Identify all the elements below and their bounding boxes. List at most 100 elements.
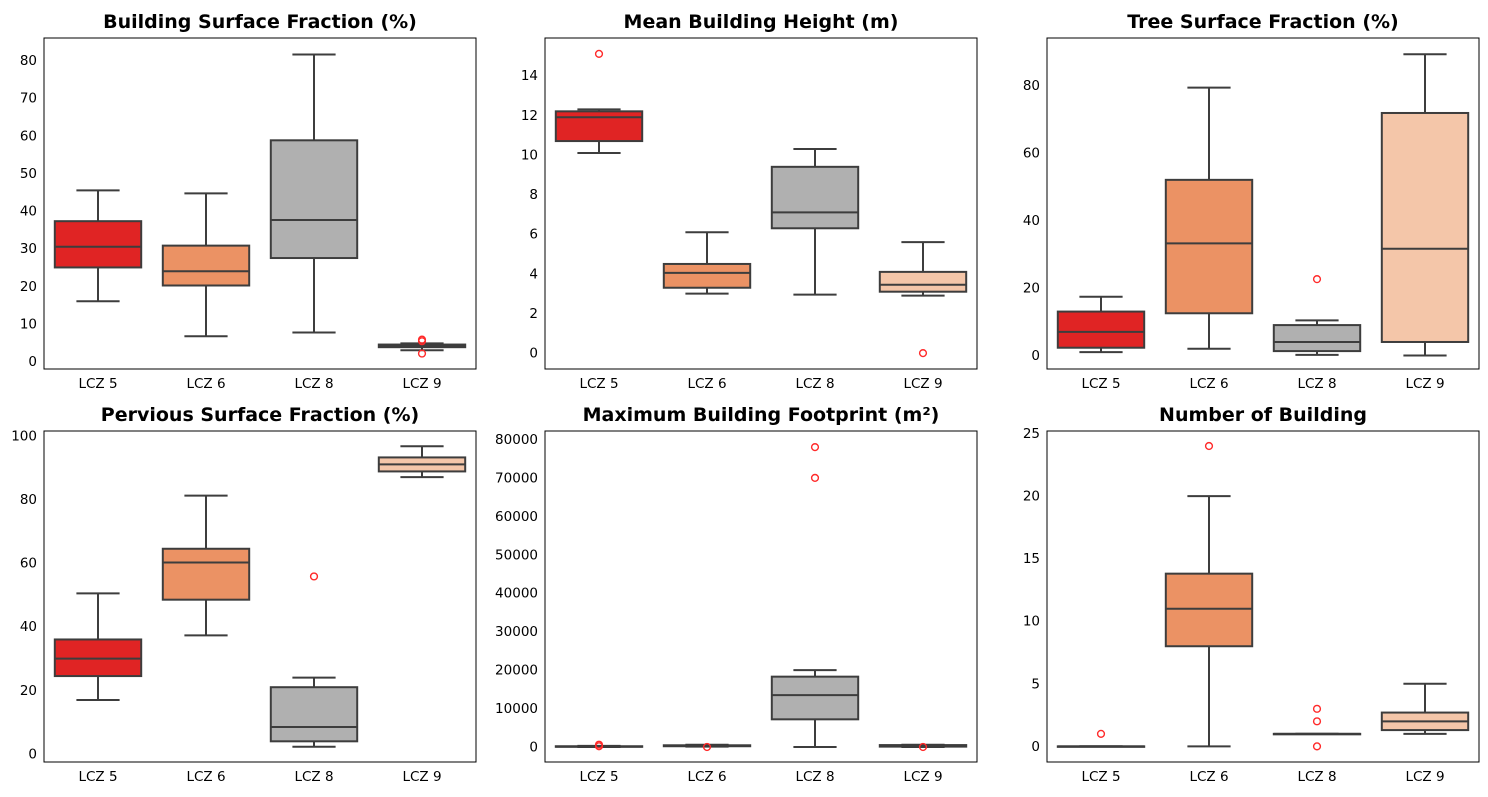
box-lcz-5 (1056, 295, 1146, 354)
chart-title: Maximum Building Footprint (m²) (583, 404, 940, 426)
box-lcz-9 (377, 445, 467, 479)
x-tick-label: LCZ 8 (294, 769, 333, 785)
outlier-point (417, 349, 427, 358)
x-tick-label: LCZ 8 (294, 376, 333, 392)
y-tick-label: 60000 (495, 509, 538, 525)
box-lcz-6 (1164, 441, 1254, 748)
y-tick-label: 0 (529, 346, 538, 362)
y-tick-label: 60 (20, 556, 37, 572)
x-tick-label: LCZ 6 (186, 376, 225, 392)
box-iqr (554, 110, 644, 143)
y-tick-label: 10 (521, 147, 538, 163)
x-tick-label: LCZ 6 (1189, 769, 1228, 785)
y-tick-label: 100 (11, 428, 37, 444)
chart-title: Tree Surface Fraction (%) (1127, 11, 1398, 33)
x-tick-label: LCZ 6 (687, 376, 726, 392)
box-lcz-5 (554, 49, 644, 154)
x-tick-label: LCZ 9 (903, 769, 942, 785)
outlier-point (594, 742, 604, 751)
chart-title: Number of Building (1159, 404, 1367, 426)
outlier-point (1312, 742, 1322, 751)
chart-title: Pervious Surface Fraction (%) (101, 404, 419, 426)
outlier-point (1312, 717, 1322, 726)
box-lcz-6 (662, 742, 752, 752)
box-iqr (53, 220, 143, 269)
y-tick-label: 15 (1023, 551, 1040, 567)
box-iqr (161, 244, 251, 287)
y-tick-label: 30000 (495, 624, 538, 640)
y-tick-label: 12 (521, 108, 538, 124)
chart-panel-2: Mean Building Height (m) 0 2 4 6 8 10 12 14 LCZ 5… (521, 11, 978, 392)
x-tick-label: LCZ 8 (795, 769, 834, 785)
y-tick-label: 50 (20, 166, 37, 182)
outlier-point (1096, 729, 1106, 738)
box-lcz-8 (269, 572, 359, 748)
outlier-point (810, 473, 820, 483)
box-iqr (1380, 111, 1470, 343)
x-tick-label: LCZ 8 (1297, 769, 1336, 785)
y-tick-label: 6 (529, 227, 538, 243)
y-tick-label: 10000 (495, 701, 538, 717)
outlier-point (1312, 275, 1322, 284)
box-lcz-9 (1380, 53, 1470, 357)
chart-panel-4: Pervious Surface Fraction (%) 0 20 40 60 80 10… (11, 404, 477, 785)
outlier-point (810, 443, 820, 452)
box-iqr (161, 547, 251, 601)
y-tick-label: 5 (1031, 676, 1040, 692)
y-tick-label: 25 (1023, 426, 1040, 442)
box-lcz-8 (770, 147, 860, 296)
x-tick-label: LCZ 9 (903, 376, 942, 392)
box-lcz-5 (1056, 729, 1146, 748)
x-tick-label: LCZ 8 (1297, 376, 1336, 392)
x-tick-label: LCZ 5 (78, 376, 117, 392)
y-tick-label: 50000 (495, 547, 538, 563)
chart-panel-3: Tree Surface Fraction (%) 0 20 40 60 80 LCZ 5 L… (1023, 11, 1480, 392)
box-iqr (269, 686, 359, 743)
y-tick-label: 60 (20, 128, 37, 144)
x-tick-label: LCZ 5 (1081, 376, 1120, 392)
box-lcz-8 (1272, 275, 1362, 356)
box-lcz-6 (1164, 86, 1254, 350)
outlier-point (702, 742, 712, 752)
box-lcz-6 (662, 231, 752, 295)
y-tick-label: 80 (1023, 78, 1040, 94)
x-tick-label: LCZ 9 (402, 376, 441, 392)
y-tick-label: 40 (20, 204, 37, 220)
box-iqr (1164, 572, 1254, 648)
box-iqr (269, 139, 359, 260)
box-iqr (770, 675, 860, 721)
x-tick-label: LCZ 6 (1189, 376, 1228, 392)
x-tick-label: LCZ 5 (579, 376, 618, 392)
outlier-point (309, 572, 319, 581)
plot-frame (544, 430, 978, 763)
plot-frame (1046, 430, 1480, 763)
x-tick-label: LCZ 9 (1405, 376, 1444, 392)
box-iqr (1272, 324, 1362, 353)
box-lcz-8 (1272, 704, 1362, 751)
x-tick-label: LCZ 5 (579, 769, 618, 785)
y-tick-label: 0 (28, 747, 37, 763)
outlier-point (1312, 704, 1322, 713)
y-tick-label: 0 (1031, 348, 1040, 364)
box-iqr (770, 165, 860, 230)
y-tick-label: 20 (20, 279, 37, 295)
y-tick-label: 40000 (495, 586, 538, 602)
y-tick-label: 80 (20, 492, 37, 508)
chart-panel-6: Number of Building 0 5 10 15 20 25 LCZ 5 LCZ 6 LC… (1023, 404, 1480, 785)
outlier-point (594, 49, 604, 58)
plot-frame (43, 430, 477, 763)
y-tick-label: 60 (1023, 145, 1040, 161)
y-tick-label: 80000 (495, 432, 538, 448)
box-lcz-6 (161, 192, 251, 338)
box-lcz-6 (161, 494, 251, 637)
plot-frame (544, 37, 978, 370)
chart-panel-5: Maximum Building Footprint (m²) 0 10000 200… (495, 404, 978, 785)
box-lcz-9 (377, 335, 467, 358)
x-tick-label: LCZ 9 (1405, 769, 1444, 785)
box-lcz-9 (878, 742, 968, 752)
x-tick-label: LCZ 5 (1081, 769, 1120, 785)
box-iqr (1164, 178, 1254, 315)
y-tick-label: 80 (20, 53, 37, 69)
y-tick-label: 20 (1023, 489, 1040, 505)
y-tick-label: 2 (529, 306, 538, 322)
